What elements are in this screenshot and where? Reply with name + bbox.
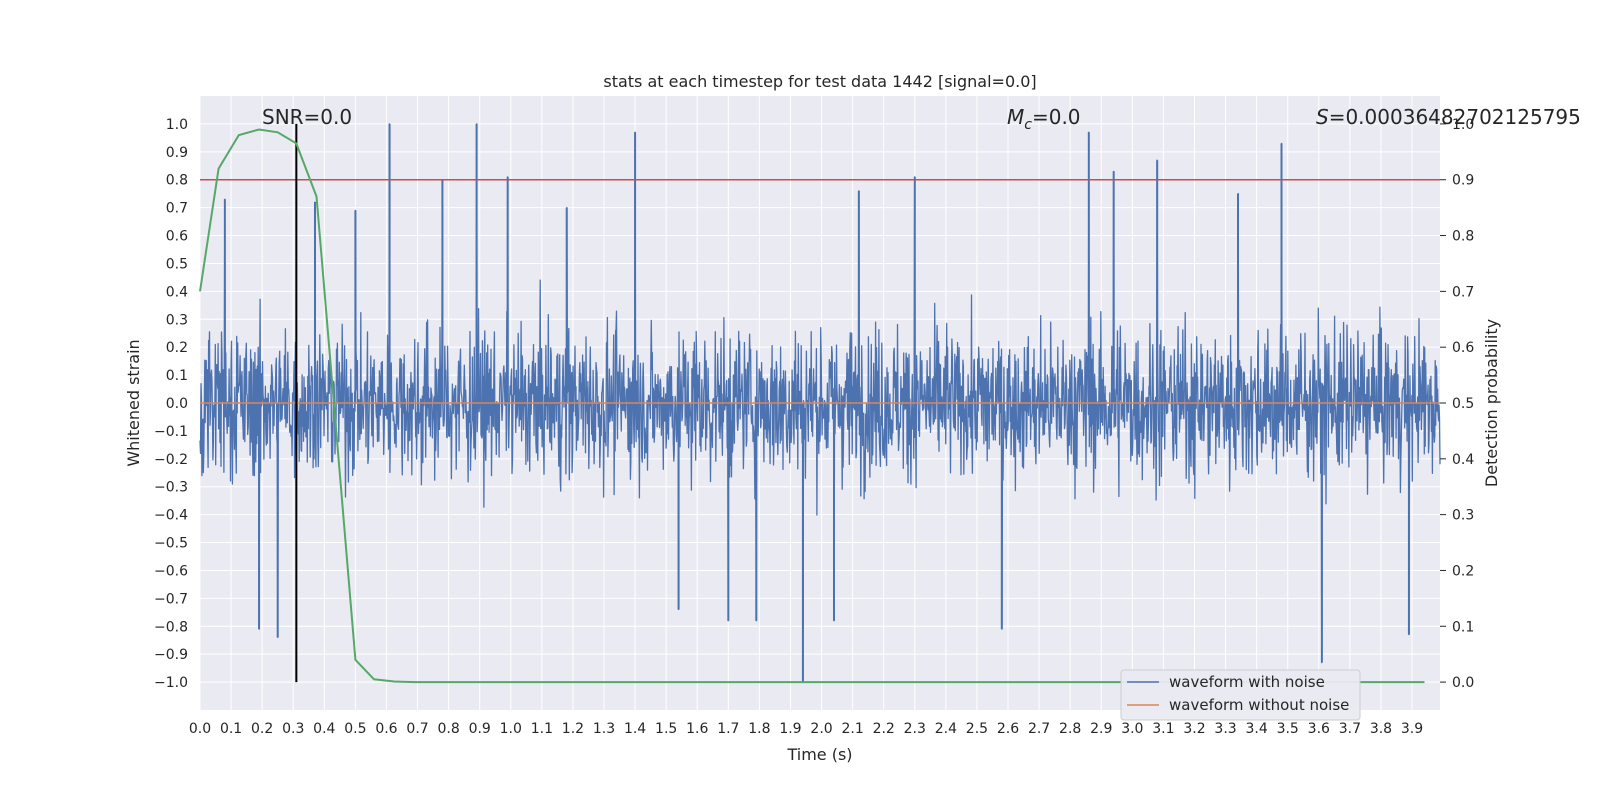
x-tick-label: 2.1 bbox=[841, 721, 863, 737]
x-tick-label: 1.9 bbox=[779, 721, 801, 737]
s-annotation: S=0.00036482702125795 bbox=[1316, 105, 1581, 129]
x-tick-label: 2.2 bbox=[873, 721, 895, 737]
y-tick-label: 0.4 bbox=[166, 284, 188, 300]
x-tick-label: 0.7 bbox=[406, 721, 428, 737]
legend-label-noise: waveform with noise bbox=[1169, 673, 1325, 691]
x-tick-label: 3.8 bbox=[1370, 721, 1392, 737]
chart-title: stats at each timestep for test data 144… bbox=[603, 72, 1036, 91]
x-tick-label: 3.9 bbox=[1401, 721, 1423, 737]
y2-tick-label: 0.9 bbox=[1452, 173, 1474, 189]
x-tick-label: 2.8 bbox=[1059, 721, 1081, 737]
y2-tick-label: 0.8 bbox=[1452, 229, 1474, 245]
x-tick-label: 0.1 bbox=[220, 721, 242, 737]
y2-tick-label: 0.0 bbox=[1452, 675, 1474, 691]
y2-tick-label: 0.3 bbox=[1452, 508, 1474, 524]
y-tick-label: −0.4 bbox=[154, 508, 188, 524]
y-tick-label: −0.1 bbox=[154, 424, 188, 440]
y-tick-label: 0.0 bbox=[166, 396, 188, 412]
s-value: =0.00036482702125795 bbox=[1329, 105, 1581, 129]
x-tick-label: 0.2 bbox=[251, 721, 273, 737]
y-axis-ticks: 1.0 0.9 0.8 0.7 0.6 0.5 0.4 0.3 0.2 0.1 0.0 −0.1 −0.… bbox=[154, 117, 188, 691]
x-tick-label: 1.2 bbox=[562, 721, 584, 737]
x-tick-label: 0.3 bbox=[282, 721, 304, 737]
x-tick-label: 3.4 bbox=[1246, 721, 1268, 737]
y2-tick-label: 0.6 bbox=[1452, 340, 1474, 356]
x-tick-label: 1.0 bbox=[500, 721, 522, 737]
series-waveform-with-noise bbox=[199, 123, 1441, 683]
chirp-mass-subscript: c bbox=[1024, 117, 1032, 133]
series-detection-probability bbox=[199, 128, 1425, 684]
reference-lines bbox=[200, 123, 1440, 683]
y2-tick-label: 1.0 bbox=[1452, 117, 1474, 133]
chirp-mass-value: =0.0 bbox=[1032, 105, 1081, 129]
y-tick-label: 0.7 bbox=[166, 201, 188, 217]
y-tick-label: −1.0 bbox=[154, 675, 188, 691]
y2-tick-label: 0.4 bbox=[1452, 452, 1474, 468]
y2-tick-label: 0.1 bbox=[1452, 619, 1474, 635]
y-tick-label: −0.7 bbox=[154, 591, 188, 607]
x-tick-label: 3.1 bbox=[1152, 721, 1174, 737]
y-tick-label: −0.6 bbox=[154, 563, 188, 579]
x-tick-label: 1.5 bbox=[655, 721, 677, 737]
x-tick-label: 3.6 bbox=[1308, 721, 1330, 737]
y-axis-label: Whitened strain bbox=[124, 339, 143, 466]
snr-annotation: SNR=0.0 bbox=[262, 105, 352, 129]
x-axis-ticks: 0.0 0.1 0.2 0.3 0.4 0.5 0.6 0.7 0.8 0.9 1.0 1.1 1.2 1… bbox=[189, 721, 1423, 737]
x-tick-label: 1.6 bbox=[686, 721, 708, 737]
x-tick-label: 3.2 bbox=[1183, 721, 1205, 737]
x-tick-label: 2.7 bbox=[1028, 721, 1050, 737]
x-tick-label: 3.7 bbox=[1339, 721, 1361, 737]
x-tick-label: 1.1 bbox=[531, 721, 553, 737]
y-tick-label: 0.2 bbox=[166, 340, 188, 356]
y-tick-label: −0.3 bbox=[154, 480, 188, 496]
y2-axis-ticks: 1.0 0.9 0.8 0.7 0.6 0.5 0.4 0.3 0.2 0.1 0.0 bbox=[1440, 117, 1474, 691]
y-tick-label: 1.0 bbox=[166, 117, 188, 133]
x-tick-label: 2.4 bbox=[935, 721, 957, 737]
x-tick-label: 0.8 bbox=[437, 721, 459, 737]
chirp-mass-annotation: Mc=0.0 bbox=[1007, 105, 1081, 133]
x-tick-label: 2.3 bbox=[904, 721, 926, 737]
x-tick-label: 0.9 bbox=[469, 721, 491, 737]
legend-box bbox=[1120, 669, 1361, 721]
y2-tick-label: 0.7 bbox=[1452, 284, 1474, 300]
y-tick-label: 0.8 bbox=[166, 173, 188, 189]
x-tick-label: 0.5 bbox=[344, 721, 366, 737]
s-symbol: S bbox=[1316, 105, 1329, 129]
x-tick-label: 0.4 bbox=[313, 721, 335, 737]
x-tick-label: 0.0 bbox=[189, 721, 211, 737]
y2-axis-label: Detection probability bbox=[1482, 319, 1501, 487]
y-tick-label: 0.1 bbox=[166, 368, 188, 384]
x-tick-label: 3.3 bbox=[1214, 721, 1236, 737]
x-tick-label: 2.5 bbox=[966, 721, 988, 737]
x-axis-label: Time (s) bbox=[786, 745, 852, 764]
legend-label-clean: waveform without noise bbox=[1169, 696, 1349, 714]
x-tick-label: 2.0 bbox=[810, 721, 832, 737]
y2-tick-label: 0.2 bbox=[1452, 563, 1474, 579]
chirp-mass-symbol: M bbox=[1007, 105, 1024, 129]
y-tick-label: −0.2 bbox=[154, 452, 188, 468]
x-tick-label: 1.3 bbox=[593, 721, 615, 737]
y-tick-label: −0.8 bbox=[154, 619, 188, 635]
legend: waveform with noise waveform without noi… bbox=[1120, 669, 1361, 721]
y-tick-label: 0.5 bbox=[166, 256, 188, 272]
y-tick-label: 0.9 bbox=[166, 145, 188, 161]
x-tick-label: 0.6 bbox=[375, 721, 397, 737]
x-tick-label: 3.5 bbox=[1277, 721, 1299, 737]
x-tick-label: 1.4 bbox=[624, 721, 646, 737]
y-tick-label: 0.3 bbox=[166, 312, 188, 328]
x-tick-label: 1.8 bbox=[748, 721, 770, 737]
x-tick-label: 3.0 bbox=[1121, 721, 1143, 737]
y-tick-label: 0.6 bbox=[166, 229, 188, 245]
noise-waveform-line bbox=[199, 123, 1441, 683]
y-tick-label: −0.9 bbox=[154, 647, 188, 663]
x-tick-label: 2.6 bbox=[997, 721, 1019, 737]
x-tick-label: 1.7 bbox=[717, 721, 739, 737]
detection-probability-line bbox=[199, 128, 1425, 684]
x-tick-label: 2.9 bbox=[1090, 721, 1112, 737]
y2-tick-label: 0.5 bbox=[1452, 396, 1474, 412]
y-tick-label: −0.5 bbox=[154, 536, 188, 552]
